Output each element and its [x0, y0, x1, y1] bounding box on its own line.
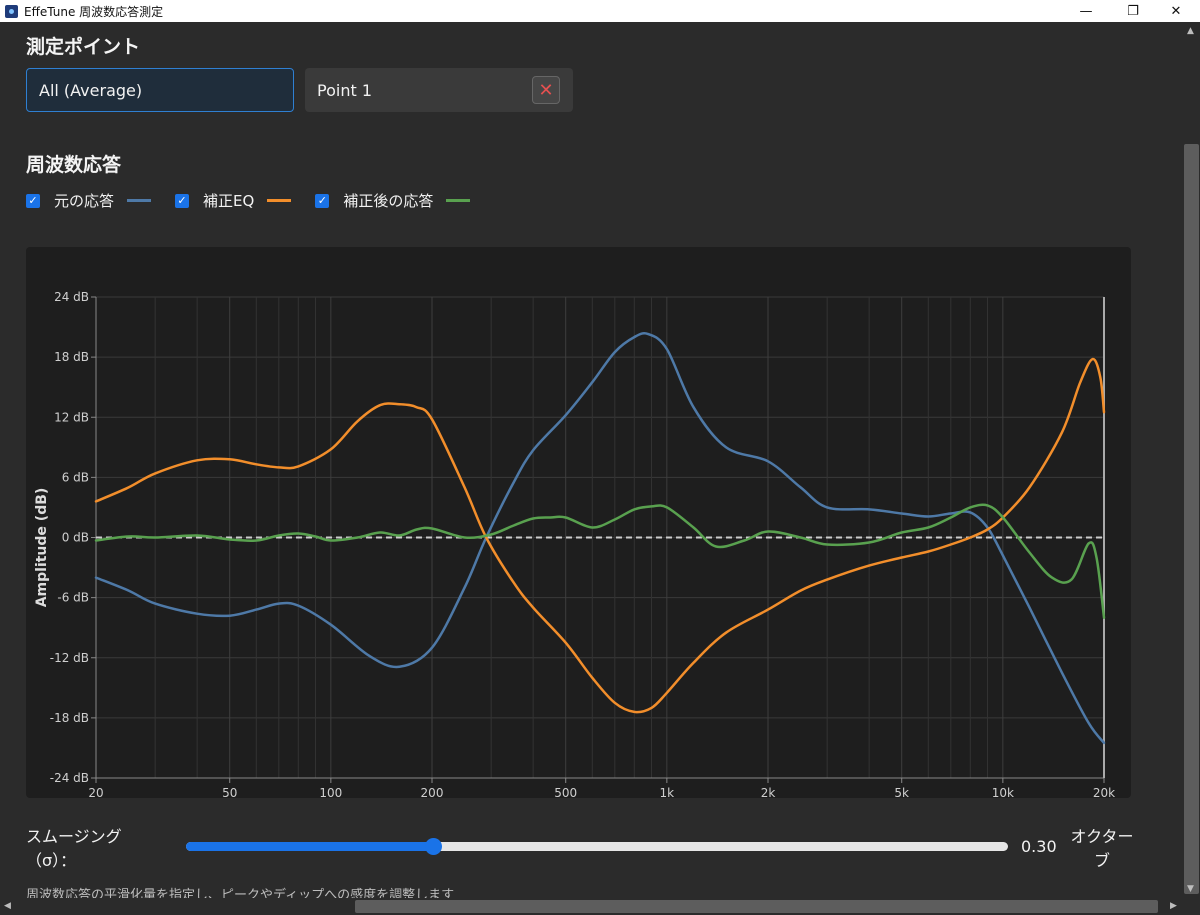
- original-response-checkbox[interactable]: ✓: [26, 193, 40, 208]
- app-logo-icon: [5, 4, 18, 18]
- y-tick-label: 12 dB: [54, 410, 89, 424]
- scroll-down-icon[interactable]: ▼: [1187, 884, 1194, 894]
- y-axis-title: Amplitude (dB): [34, 488, 50, 608]
- correction-eq-checkbox[interactable]: ✓: [175, 193, 190, 208]
- point-1-label: Point 1: [317, 80, 372, 100]
- main-content: 測定ポイント All (Average) Point 1 ✕ 周波数応答 ✓ 元…: [0, 22, 1183, 903]
- legend-label-corrected: 補正後の応答: [343, 192, 434, 210]
- minimize-icon[interactable]: —: [1079, 3, 1093, 19]
- chart-svg: -24 dB -18 dB -12 dB -6 dB 0 dB 6 dB 12 dB 18 d…: [34, 290, 1115, 798]
- x-tick-label: 100: [319, 786, 342, 798]
- restore-icon[interactable]: ❐: [1127, 3, 1139, 19]
- x-tick-label: 200: [421, 786, 444, 798]
- x-tick-label: 10k: [992, 786, 1014, 798]
- chart-legend: ✓ 元の応答 ✓ 補正EQ ✓ 補正後の応答: [26, 190, 494, 211]
- legend-swatch-eq: [267, 199, 292, 202]
- close-icon[interactable]: ✕: [1170, 3, 1182, 19]
- frequency-response-heading: 周波数応答: [26, 154, 122, 176]
- scroll-left-icon[interactable]: ◀: [4, 901, 11, 911]
- y-tick-label: 24 dB: [54, 290, 89, 304]
- frequency-response-chart: -24 dB -18 dB -12 dB -6 dB 0 dB 6 dB 12 dB 18 d…: [26, 247, 1131, 798]
- point-all-label: All (Average): [39, 80, 143, 100]
- y-tick-label: -12 dB: [50, 651, 89, 665]
- series-line-original-response: [94, 332, 1106, 745]
- legend-item-corrected[interactable]: ✓ 補正後の応答: [315, 190, 471, 211]
- point-all-average-button[interactable]: All (Average): [26, 68, 294, 112]
- legend-item-original[interactable]: ✓ 元の応答: [26, 190, 152, 211]
- scroll-up-icon[interactable]: ▲: [1187, 26, 1194, 36]
- legend-swatch-corrected: [446, 199, 471, 202]
- corrected-response-checkbox[interactable]: ✓: [315, 193, 330, 208]
- series-line-correction-eq: [94, 357, 1106, 714]
- y-tick-label: 18 dB: [54, 350, 89, 364]
- smoothing-value: 0.30: [1021, 837, 1057, 856]
- y-tick-label: -18 dB: [50, 711, 89, 725]
- scroll-right-icon[interactable]: ▶: [1170, 901, 1177, 911]
- legend-swatch-original: [127, 199, 152, 202]
- legend-item-eq[interactable]: ✓ 補正EQ: [175, 190, 292, 211]
- vertical-scroll-thumb[interactable]: [1184, 144, 1199, 894]
- x-tick-label: 5k: [894, 786, 909, 798]
- x-tick-label: 2k: [761, 786, 776, 798]
- smoothing-slider-track[interactable]: [186, 842, 1008, 851]
- y-tick-label: 0 dB: [62, 531, 89, 545]
- window-title: EffeTune 周波数応答測定: [24, 4, 164, 19]
- smoothing-slider-fill: [186, 842, 433, 851]
- x-tick-label: 1k: [660, 786, 675, 798]
- delete-point-button[interactable]: ✕: [532, 76, 560, 104]
- legend-label-original: 元の応答: [54, 192, 115, 210]
- horizontal-scroll-thumb[interactable]: [355, 900, 1158, 913]
- window-title-bar: EffeTune 周波数応答測定 — ❐ ✕: [0, 0, 1200, 22]
- close-icon: ✕: [538, 79, 554, 101]
- smoothing-label: スムージング（σ）：: [26, 827, 122, 870]
- y-tick-label: -6 dB: [57, 591, 89, 605]
- x-tick-label: 20k: [1093, 786, 1115, 798]
- smoothing-unit: オクターブ: [1070, 827, 1134, 870]
- legend-label-eq: 補正EQ: [203, 192, 255, 210]
- measurement-points-heading: 測定ポイント: [26, 36, 141, 58]
- scrollbar-corner: [1183, 898, 1200, 915]
- series-line-corrected-response: [94, 503, 1106, 619]
- x-tick-label: 500: [554, 786, 577, 798]
- point-1-button[interactable]: Point 1 ✕: [305, 68, 573, 112]
- x-tick-label: 50: [222, 786, 237, 798]
- y-tick-label: 6 dB: [62, 470, 89, 484]
- x-tick-label: 20: [88, 786, 103, 798]
- smoothing-slider-thumb[interactable]: [424, 838, 442, 855]
- y-tick-label: -24 dB: [50, 771, 89, 785]
